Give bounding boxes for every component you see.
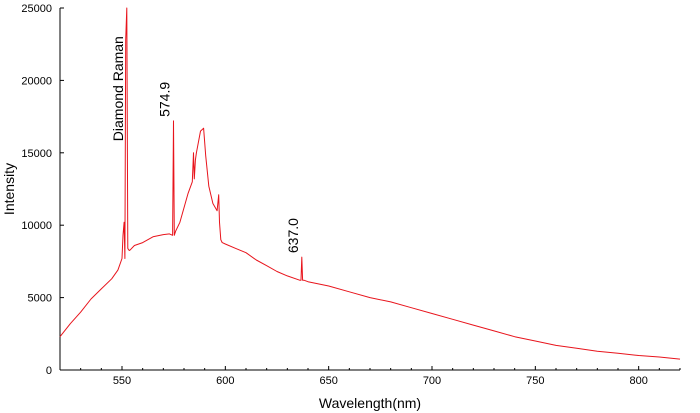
x-tick-label: 750 [526, 375, 544, 387]
peak-annotation: Diamond Raman [110, 36, 126, 141]
x-tick-label: 650 [319, 375, 337, 387]
peak-annotation: 637.0 [285, 218, 301, 253]
tick-labels: 550 600 650 700 750 800 0 5000 10000 15000 20000 25… [21, 3, 647, 387]
axes [59, 7, 681, 371]
x-tick-label: 600 [216, 375, 234, 387]
y-axis-title: Intensity [1, 163, 17, 215]
x-tick-label: 550 [113, 375, 131, 387]
x-tick-label: 800 [629, 375, 647, 387]
peak-annotation: 574.9 [157, 82, 173, 117]
y-tick-label: 20000 [21, 75, 52, 87]
series-layer [59, 7, 681, 360]
x-tick-label: 700 [423, 375, 441, 387]
y-tick-label: 15000 [21, 148, 52, 160]
y-tick-label: 0 [46, 365, 52, 377]
y-tick-label: 5000 [28, 293, 52, 305]
x-axis-title: Wavelength(nm) [319, 395, 421, 411]
y-tick-label: 10000 [21, 220, 52, 232]
spectrum-line [59, 7, 681, 360]
annotations: Diamond Raman 574.9 637.0 [110, 36, 301, 253]
y-tick-label: 25000 [21, 3, 52, 15]
